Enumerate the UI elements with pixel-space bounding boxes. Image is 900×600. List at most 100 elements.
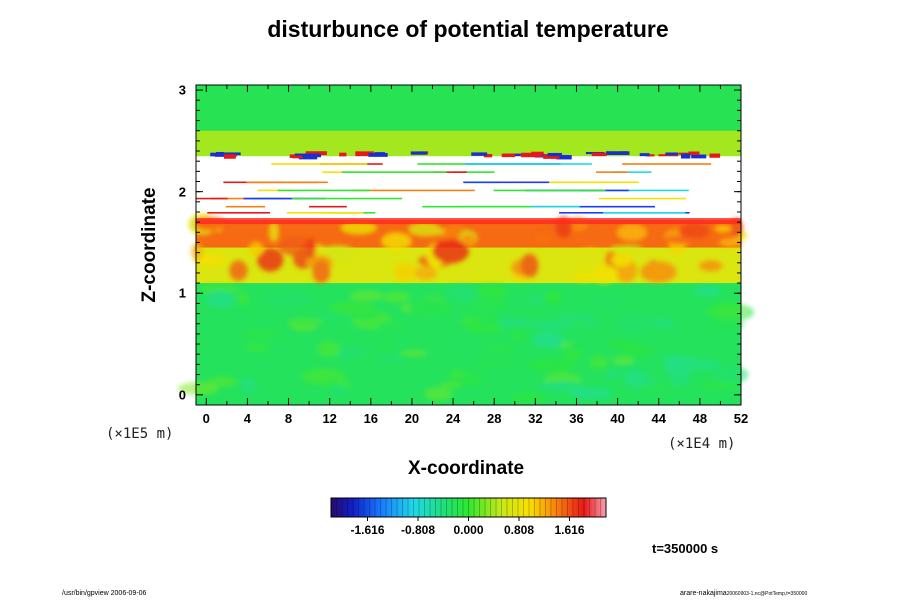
field-band xyxy=(196,156,741,221)
tick-label: 2 xyxy=(178,184,186,200)
time-annotation: t=350000 s xyxy=(652,541,719,556)
turbulence-mark xyxy=(210,152,217,157)
plume-blob xyxy=(461,234,477,246)
turbulence-mark xyxy=(591,152,607,157)
turbulence-mark xyxy=(606,151,628,155)
texture-blob xyxy=(424,387,453,401)
plume-blob xyxy=(191,243,203,260)
stripe-segment xyxy=(207,211,270,214)
texture-blob xyxy=(408,299,454,317)
texture-blob xyxy=(377,354,402,362)
turbulence-mark xyxy=(680,153,691,159)
stripe-segment xyxy=(309,205,347,208)
texture-blob xyxy=(349,290,384,302)
turbulence-mark xyxy=(355,151,374,157)
texture-blob xyxy=(286,317,323,327)
texture-blob xyxy=(545,290,562,304)
texture-blob xyxy=(240,377,257,393)
texture-blob xyxy=(512,299,525,309)
texture-blob xyxy=(561,349,584,361)
plume-blob xyxy=(611,253,633,267)
texture-blob xyxy=(614,314,655,333)
footer-right-main: arare-nakajima xyxy=(680,590,727,597)
stripe-segment xyxy=(417,163,483,165)
tick-label: 0 xyxy=(202,411,210,426)
colorbar-tick-label: 0.808 xyxy=(503,523,535,537)
texture-blob xyxy=(529,294,544,304)
turbulence-mark xyxy=(521,152,543,158)
turbulence-mark xyxy=(292,154,303,159)
texture-blob xyxy=(573,320,587,328)
y-axis-unit: (×1E5 m) xyxy=(106,426,174,442)
stripe-segment xyxy=(433,171,467,173)
plume-blob xyxy=(432,238,470,264)
plume-blob xyxy=(312,260,331,284)
stripe-segment xyxy=(286,211,364,214)
footer-right-sub: 20060903-1.nc@PotTemp,t=350000 xyxy=(726,591,808,597)
turbulence-mark xyxy=(645,154,655,157)
stripe-segment xyxy=(596,171,628,173)
texture-blob xyxy=(377,321,406,334)
texture-blob xyxy=(329,301,377,315)
stripe-segment xyxy=(352,189,475,192)
stripe-segment xyxy=(225,205,266,208)
tick-label: 4 xyxy=(243,411,252,426)
plume-blob xyxy=(193,254,228,266)
texture-blob xyxy=(471,358,513,371)
texture-blob xyxy=(510,331,526,342)
tick-label: 20 xyxy=(404,411,420,426)
stripe-segment xyxy=(341,171,447,173)
plume-blob xyxy=(520,253,539,278)
colorbar-tick-label: -1.616 xyxy=(350,523,385,537)
tick-label: 16 xyxy=(363,411,379,426)
plume-blob xyxy=(381,232,412,251)
footer-right: arare-nakajima20060903-1.nc@PotTemp,t=35… xyxy=(680,590,807,597)
colorbar-tick-label: 1.616 xyxy=(554,523,585,537)
plume-blob xyxy=(591,265,618,284)
stripe-segment xyxy=(622,163,712,165)
stripe-layer xyxy=(196,163,712,214)
stripe-segment xyxy=(257,189,293,192)
turbulence-mark xyxy=(709,153,721,158)
texture-blob xyxy=(656,323,675,331)
plume-blob xyxy=(394,263,418,281)
stripe-segment xyxy=(493,189,606,192)
stripe-segment xyxy=(612,171,652,173)
texture-blob xyxy=(446,284,478,302)
plume-blob xyxy=(714,224,732,233)
turbulence-mark xyxy=(471,152,488,156)
field-band xyxy=(196,130,741,157)
texture-blob xyxy=(669,368,690,386)
texture-blob xyxy=(538,381,586,392)
texture-blob xyxy=(207,376,238,387)
plume-blob xyxy=(572,270,597,283)
turbulence-mark xyxy=(410,151,427,155)
texture-blob xyxy=(569,388,613,400)
top-turbulence xyxy=(210,151,721,160)
texture-blob xyxy=(376,341,392,352)
turbulence-mark xyxy=(223,154,236,159)
tick-label: 44 xyxy=(651,411,666,426)
texture-blob xyxy=(633,384,679,392)
turbulence-mark xyxy=(220,152,241,156)
turbulence-mark xyxy=(215,151,224,157)
texture-blob xyxy=(611,356,635,364)
texture-blob xyxy=(239,328,280,340)
plume-blob xyxy=(609,245,643,252)
texture-blob xyxy=(446,341,484,355)
stripe-segment xyxy=(196,197,228,200)
tick-label: 1 xyxy=(178,285,186,301)
texture-blob xyxy=(480,345,516,355)
texture-blob xyxy=(459,316,482,327)
stripe-segment xyxy=(246,181,328,184)
stripe-segment xyxy=(463,181,550,184)
texture-blob xyxy=(266,292,313,307)
tick-label: 3 xyxy=(178,82,186,98)
turbulence-mark xyxy=(534,154,552,158)
texture-blob xyxy=(452,369,465,379)
plume-blob xyxy=(229,260,248,281)
turbulence-mark xyxy=(665,152,679,156)
red-edge xyxy=(196,218,741,225)
plume-blob xyxy=(340,221,378,235)
